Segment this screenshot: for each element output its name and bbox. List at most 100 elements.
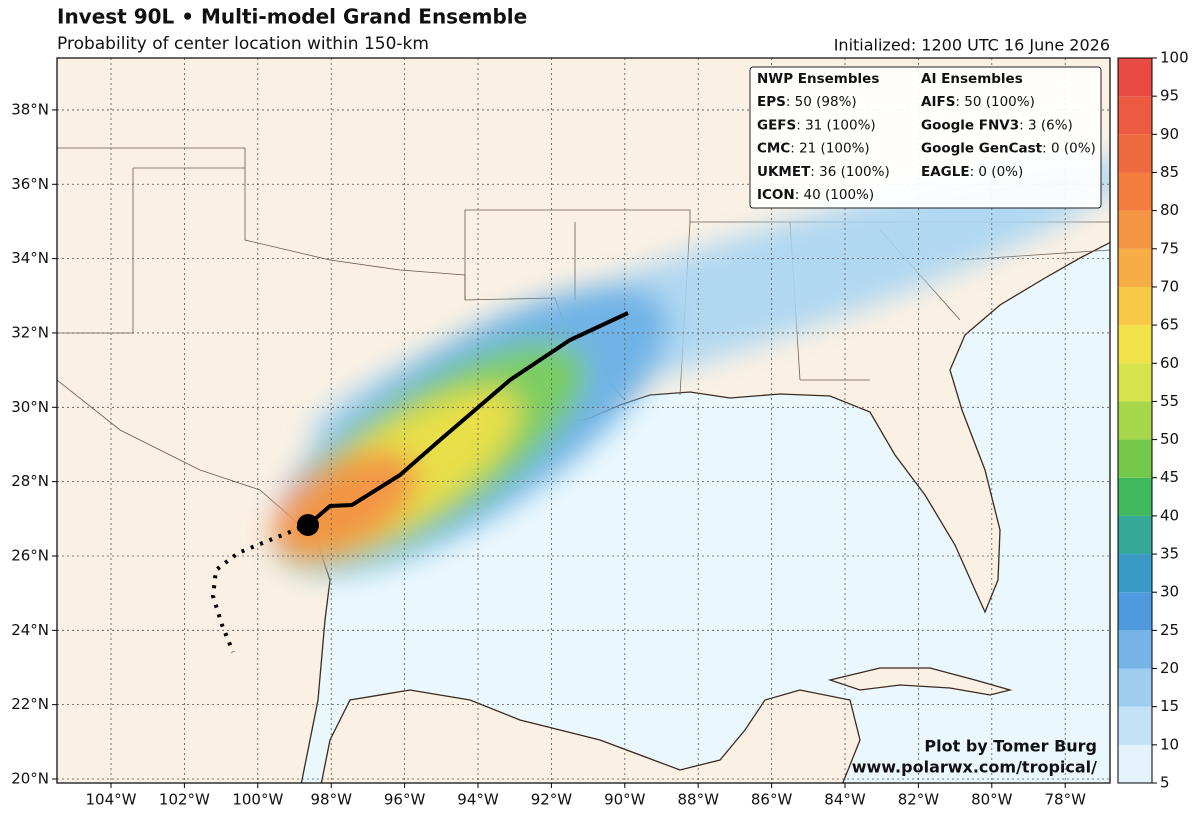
current-position <box>297 514 319 536</box>
legend-entry: Google FNV3: 3 (6%) <box>921 117 1073 133</box>
colorbar-label: 25 <box>1160 621 1179 639</box>
colorbar-bin <box>1118 58 1152 97</box>
model-name: UKMET <box>757 164 811 180</box>
model-name: EAGLE <box>921 164 970 180</box>
model-count: : 21 (100%) <box>790 141 869 157</box>
legend-heading: NWP Ensembles <box>757 71 879 87</box>
colorbar-label: 100 <box>1160 49 1189 67</box>
axis-labels: 104°W 102°W 100°W 98°W 96°W 94°W 92°W 90°W 88°W 8… <box>11 100 1086 808</box>
legend-entry: ICON: 40 (100%) <box>757 187 874 203</box>
colorbar-frame <box>1117 57 1153 784</box>
lon-label: 88°W <box>677 791 719 809</box>
lat-label: 36°N <box>11 175 49 193</box>
colorbar-bin <box>1118 744 1152 783</box>
lon-label: 86°W <box>751 791 793 809</box>
lon-label: 102°W <box>159 791 210 809</box>
legend-heading: AI Ensembles <box>921 71 1023 87</box>
colorbar-label: 50 <box>1160 430 1179 448</box>
lon-label: 96°W <box>384 791 426 809</box>
colorbar-label: 55 <box>1160 392 1179 410</box>
lat-label: 30°N <box>11 398 49 416</box>
lat-label: 26°N <box>11 546 49 564</box>
colorbar-label: 10 <box>1160 735 1179 753</box>
credit-url: www.polarwx.com/tropical/ <box>852 758 1097 777</box>
colorbar-bin <box>1118 96 1152 135</box>
colorbar-label: 65 <box>1160 316 1179 334</box>
initialized: Initialized: 1200 UTC 16 June 2026 <box>834 36 1110 55</box>
colorbar-bin <box>1118 401 1152 440</box>
lat-label: 28°N <box>11 472 49 490</box>
model-count: : 50 (98%) <box>786 94 857 110</box>
legend-box <box>749 66 1102 209</box>
colorbar-label: 80 <box>1160 201 1179 219</box>
lon-label: 80°W <box>971 791 1013 809</box>
model-count: : 31 (100%) <box>796 117 875 133</box>
colorbar-bin <box>1118 210 1152 249</box>
lon-label: 78°W <box>1044 791 1086 809</box>
subtitle: Probability of center location within 15… <box>57 34 429 54</box>
colorbar-label: 20 <box>1160 659 1179 677</box>
colorbar-label: 40 <box>1160 506 1179 524</box>
colorbar-bin <box>1118 592 1152 631</box>
legend-entry: CMC: 21 (100%) <box>757 141 870 157</box>
model-count: : 50 (100%) <box>955 94 1034 110</box>
colorbar-label: 70 <box>1160 277 1179 295</box>
legend-entry: AIFS: 50 (100%) <box>921 94 1035 110</box>
colorbar-label: 60 <box>1160 354 1179 372</box>
model-count: : 3 (6%) <box>1019 117 1073 133</box>
colorbar-label: 5 <box>1160 774 1170 792</box>
model-name: Google GenCast <box>921 141 1043 157</box>
colorbar-bin <box>1118 515 1152 555</box>
lon-label: 84°W <box>824 791 866 809</box>
colorbar-bin <box>1118 363 1152 402</box>
model-count: : 0 (0%) <box>970 164 1024 180</box>
credit: Plot by Tomer Burg <box>924 737 1097 756</box>
model-name: AIFS <box>921 94 955 110</box>
lon-label: 94°W <box>457 791 499 809</box>
colorbar-bin <box>1118 134 1152 173</box>
mean-track <box>306 311 629 527</box>
legend-entry: UKMET: 36 (100%) <box>757 164 890 180</box>
colorbar-bin <box>1118 477 1152 516</box>
lat-label: 32°N <box>11 323 49 341</box>
title: Invest 90L • Multi-model Grand Ensemble <box>57 5 527 29</box>
past-track <box>210 526 301 653</box>
lat-label: 38°N <box>11 100 49 118</box>
cuba <box>827 667 1013 696</box>
colorbar-bin <box>1118 554 1152 593</box>
colorbar-label: 45 <box>1160 468 1179 486</box>
colorbar-bin <box>1118 439 1152 478</box>
legend-entry: EAGLE: 0 (0%) <box>921 164 1023 180</box>
lat-label: 20°N <box>11 770 49 788</box>
legend: NWP Ensembles EPS: 50 (98%) GEFS: 31 (100%… <box>757 71 1096 203</box>
model-name: ICON <box>757 187 795 203</box>
model-name: Google FNV3 <box>921 117 1019 133</box>
colorbar-label: 95 <box>1160 87 1179 105</box>
colorbar-bin <box>1118 172 1152 211</box>
lon-label: 82°W <box>898 791 940 809</box>
colorbar-label: 15 <box>1160 697 1179 715</box>
colorbar-label: 85 <box>1160 163 1179 181</box>
colorbar-label: 75 <box>1160 239 1179 257</box>
map-frame <box>56 57 1111 784</box>
colorbar-bin <box>1118 706 1152 745</box>
legend-entry: EPS: 50 (98%) <box>757 94 857 110</box>
lon-label: 98°W <box>310 791 352 809</box>
legend-entry: GEFS: 31 (100%) <box>757 117 876 133</box>
colorbar-bin <box>1118 248 1152 287</box>
colorbar-label: 30 <box>1160 583 1179 601</box>
colorbar-bin <box>1118 286 1152 326</box>
model-count: : 36 (100%) <box>810 164 889 180</box>
lon-label: 92°W <box>531 791 573 809</box>
colorbar: 5 10 15 20 25 30 35 40 45 50 55 60 65 70 75 80 85 90 95 100 <box>1117 49 1189 792</box>
lat-label: 34°N <box>11 249 49 267</box>
model-name: GEFS <box>757 117 796 133</box>
colorbar-bin <box>1118 630 1152 669</box>
lat-label: 22°N <box>11 695 49 713</box>
model-name: CMC <box>757 141 790 157</box>
colorbar-label: 90 <box>1160 125 1179 143</box>
colorbar-bin <box>1118 325 1152 364</box>
lat-label: 24°N <box>11 621 49 639</box>
colorbar-label: 35 <box>1160 545 1179 563</box>
